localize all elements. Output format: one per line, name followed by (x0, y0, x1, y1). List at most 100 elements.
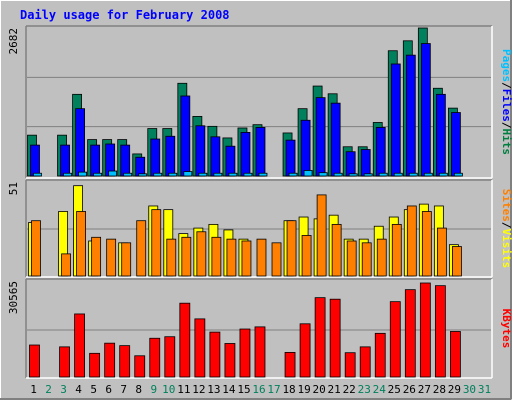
bar-files-day-9 (150, 138, 161, 177)
bar-sites-day-5 (91, 236, 102, 277)
bar-files-day-5 (90, 144, 101, 177)
legend-part-hits: Hits (500, 129, 512, 156)
bar-kbytes-day-27 (419, 282, 431, 378)
x-tick-day-18: 18 (282, 383, 295, 396)
bar-sites-day-26 (406, 205, 417, 277)
x-tick-day-20: 20 (313, 383, 326, 396)
bar-files-day-18 (285, 139, 296, 177)
bar-kbytes-day-7 (119, 345, 131, 378)
bar-kbytes-day-6 (104, 342, 116, 378)
bar-sites-day-10 (166, 238, 177, 277)
bar-pages-day-12 (198, 172, 208, 177)
panel-bot-max-label: 30565 (7, 281, 20, 314)
legend-part-kbytes: KBytes (500, 309, 512, 349)
bar-files-day-23 (360, 149, 371, 177)
x-tick-day-8: 8 (135, 383, 142, 396)
bar-sites-day-27 (421, 211, 432, 277)
bar-pages-day-10 (168, 172, 178, 177)
chart-panels: 2682 Pages/Files/Hits 51 Sites/Visits 30565 K… (7, 25, 512, 379)
bar-files-day-19 (300, 119, 311, 177)
bar-kbytes-day-14 (224, 343, 236, 378)
bar-pages-day-28 (438, 172, 448, 177)
panel-mid-series-label: Sites/Visits (500, 189, 512, 269)
bar-pages-day-14 (228, 172, 238, 177)
x-tick-day-3: 3 (60, 383, 67, 396)
bar-pages-day-23 (363, 173, 373, 177)
chart-title: Daily usage for February 2008 (20, 8, 230, 22)
bar-kbytes-day-19 (299, 323, 311, 378)
bar-sites-day-6 (106, 238, 117, 277)
x-tick-day-12: 12 (192, 383, 205, 396)
bar-sites-day-13 (211, 236, 222, 277)
bar-kbytes-day-10 (164, 336, 176, 378)
panel-top-max-label: 2682 (7, 28, 20, 55)
bar-kbytes-day-23 (359, 346, 371, 378)
bar-kbytes-day-22 (344, 352, 356, 378)
bar-pages-day-3 (63, 172, 72, 177)
bar-pages-day-26 (408, 172, 418, 177)
bar-sites-day-28 (436, 227, 447, 277)
x-tick-day-31: 31 (478, 383, 491, 396)
bar-kbytes-day-20 (314, 297, 326, 378)
x-tick-day-28: 28 (433, 383, 446, 396)
bar-sites-day-21 (331, 223, 342, 277)
bar-files-day-16 (255, 127, 266, 177)
bar-sites-day-25 (391, 223, 402, 277)
bar-files-day-15 (240, 132, 251, 177)
bar-sites-day-16 (256, 238, 267, 277)
bar-files-day-10 (165, 135, 176, 177)
bar-pages-day-29 (454, 172, 463, 177)
bar-kbytes-day-9 (149, 337, 161, 378)
bar-files-day-7 (120, 144, 131, 177)
x-tick-day-9: 9 (150, 383, 157, 396)
bar-sites-day-18 (286, 220, 297, 277)
bar-kbytes-day-25 (389, 301, 401, 378)
bar-files-day-27 (420, 43, 431, 177)
bar-pages-day-11 (183, 171, 193, 177)
x-axis-tick-labels: 1 2 3 4 5 6 7 8 9 10 11 12 13 14 15 16 17 18 19 20 21 22 23 24 2… (30, 383, 491, 396)
bar-kbytes-day-3 (59, 346, 70, 378)
bar-kbytes-day-4 (74, 313, 85, 378)
bar-kbytes-day-26 (404, 289, 416, 378)
legend-part-sites: Sites (500, 189, 512, 222)
x-tick-day-7: 7 (120, 383, 127, 396)
bar-pages-day-21 (333, 172, 343, 177)
bar-files-day-8 (135, 156, 146, 177)
x-tick-day-22: 22 (343, 383, 356, 396)
bar-sites-day-23 (361, 242, 372, 277)
bar-kbytes-day-29 (450, 331, 461, 378)
bar-sites-day-14 (226, 238, 237, 277)
bar-pages-day-27 (423, 172, 433, 177)
x-tick-day-23: 23 (358, 383, 371, 396)
bar-sites-day-8 (136, 220, 147, 277)
legend-part-slash: / (500, 82, 512, 89)
x-tick-day-30: 30 (463, 383, 476, 396)
bar-sites-day-20 (316, 194, 327, 277)
legend-part-slash: / (500, 122, 512, 129)
bar-pages-day-25 (393, 172, 403, 177)
bar-pages-day-20 (318, 172, 328, 177)
bar-kbytes-day-8 (134, 355, 146, 378)
panel-bot-series-label: KBytes (500, 309, 512, 349)
x-tick-day-21: 21 (328, 383, 341, 396)
x-tick-day-1: 1 (30, 383, 37, 396)
bar-kbytes-day-1 (29, 344, 40, 378)
x-tick-day-29: 29 (448, 383, 461, 396)
bar-pages-day-15 (243, 172, 253, 177)
x-tick-day-19: 19 (297, 383, 310, 396)
bar-pages-day-5 (93, 172, 103, 177)
bar-pages-day-4 (78, 171, 87, 177)
bar-kbytes-day-16 (254, 326, 266, 378)
bar-files-day-12 (195, 125, 206, 177)
bar-pages-day-1 (33, 172, 42, 177)
x-tick-day-6: 6 (105, 383, 112, 396)
panel-mid-max-label: 51 (7, 182, 20, 195)
bar-kbytes-day-12 (194, 318, 206, 378)
bar-sites-day-4 (76, 211, 86, 277)
bar-sites-day-15 (241, 240, 252, 277)
panel-top-series-label: Pages/Files/Hits (500, 49, 512, 155)
x-tick-day-15: 15 (237, 383, 250, 396)
bar-kbytes-day-15 (239, 328, 251, 378)
x-tick-day-24: 24 (373, 383, 387, 396)
bar-sites-day-24 (376, 238, 387, 277)
